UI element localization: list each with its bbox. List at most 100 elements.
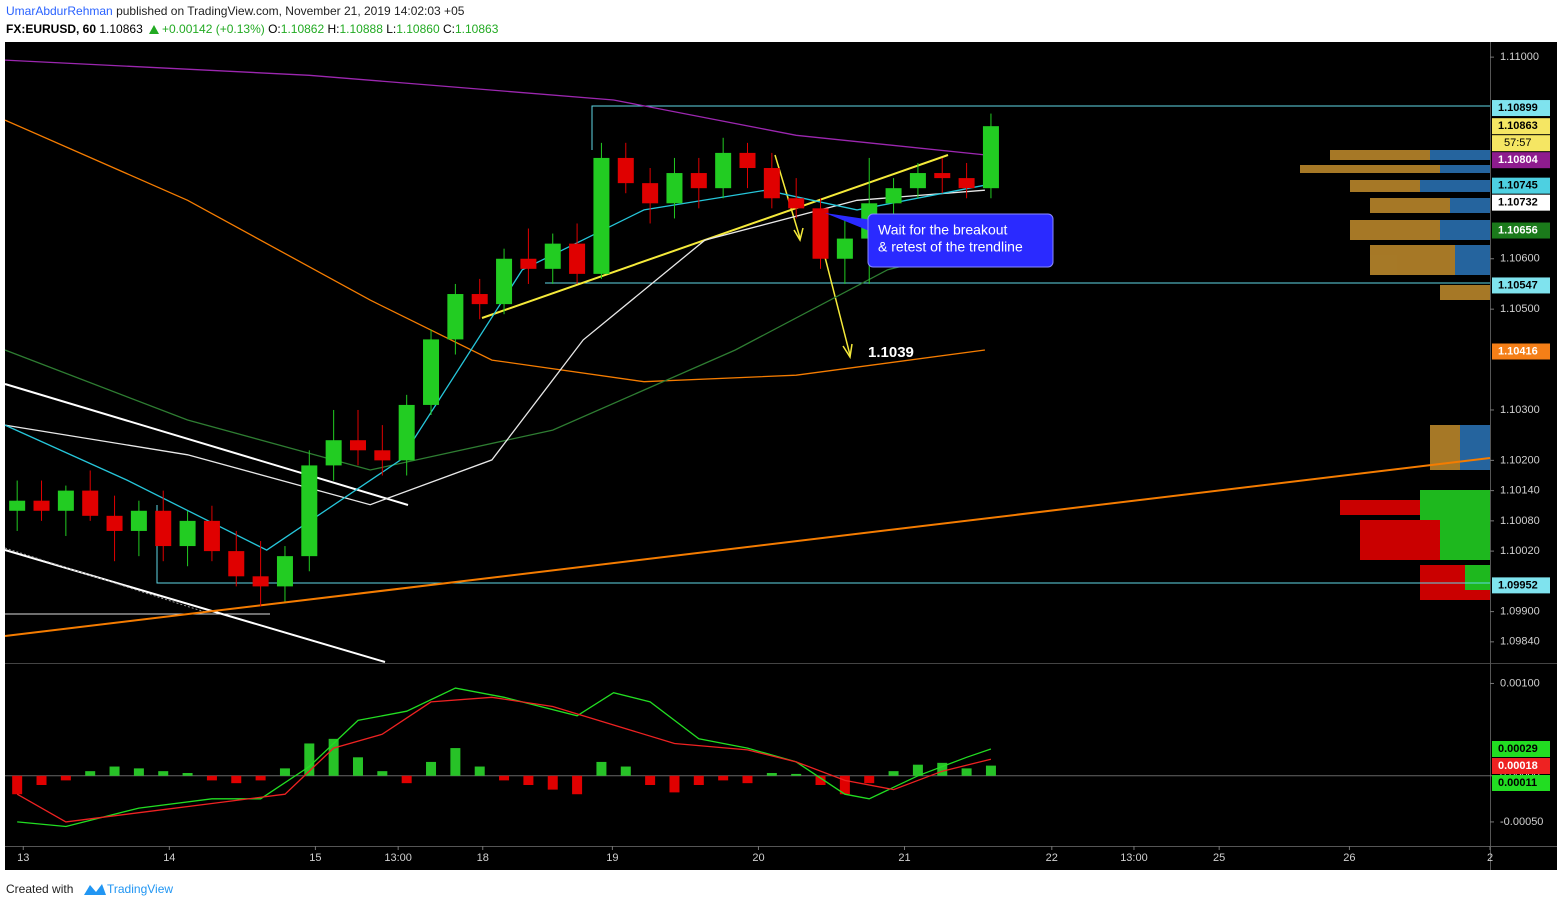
candle-body: [982, 126, 999, 189]
histogram-bar: [620, 766, 631, 776]
y-tick-label: 1.10080: [1500, 515, 1540, 527]
x-tick-label: 19: [606, 852, 618, 864]
candle-body: [228, 551, 245, 577]
symbol: FX:EURUSD, 60: [6, 22, 96, 36]
price-label: 1.09952: [1498, 579, 1538, 591]
logo: [84, 884, 106, 895]
x-tick-label: 22: [1046, 852, 1058, 864]
candle-body: [569, 243, 586, 274]
histogram-bar: [158, 771, 169, 776]
histogram-bar: [499, 775, 510, 781]
price-label: 1.10732: [1498, 197, 1538, 209]
histogram-bar: [182, 773, 193, 776]
long-trendline: [4, 457, 1491, 637]
histogram-bar: [815, 775, 826, 785]
up-arrow: [149, 25, 159, 34]
footer-text: Created with: [6, 882, 73, 896]
price-label-bg: [1492, 100, 1550, 117]
histogram-bar: [36, 775, 47, 785]
candle-body: [325, 440, 342, 466]
histogram-bar: [474, 766, 485, 776]
candle-body: [203, 520, 220, 552]
candle-body: [301, 465, 318, 557]
candle-body: [617, 157, 634, 184]
x-tick-label: 13: [17, 852, 29, 864]
h-label: H:: [328, 22, 340, 36]
arrow-head: [793, 227, 804, 242]
callout-pointer: [825, 213, 872, 232]
candle-body: [544, 243, 561, 269]
histogram-bar: [791, 773, 802, 776]
y-tick-label: 1.10500: [1500, 303, 1540, 315]
price-label-bg: [1492, 758, 1550, 774]
histogram-bar: [426, 761, 437, 776]
callout: [867, 213, 1054, 268]
candle-body: [130, 510, 147, 531]
y-tick-label: 0.00100: [1500, 677, 1540, 689]
x-tick-label: 20: [752, 852, 764, 864]
price-label: 1.10863: [1498, 120, 1538, 132]
x-tick-label: 21: [898, 852, 910, 864]
footer-brand[interactable]: TradingView: [107, 882, 173, 896]
price-label: 1.10899: [1498, 102, 1538, 114]
y-tick-label: 1.10300: [1500, 404, 1540, 416]
candle-body: [276, 556, 293, 587]
marks: 1.11000 1.10600 1.10500 1.10300 1.10200 1.101…: [4, 51, 1550, 864]
histogram-bar: [352, 757, 363, 776]
price-label: 0.00018: [1498, 760, 1538, 772]
candle-body: [642, 183, 659, 204]
x-tick-label: 13:00: [1120, 852, 1148, 864]
y-tick-label: 1.10140: [1500, 485, 1540, 497]
price-label-bg: [1492, 277, 1550, 294]
candle-body: [666, 173, 683, 204]
candle-body: [33, 500, 50, 511]
indicator-line: [17, 687, 992, 828]
y-tick-label: 1.10020: [1500, 545, 1540, 557]
y-tick-label: 1.09900: [1500, 605, 1540, 617]
price-label-bg: [1492, 194, 1550, 211]
target-label: 1.1039: [868, 344, 914, 361]
x-tick-label: 26: [1343, 852, 1355, 864]
histogram-bar: [547, 775, 558, 790]
callout-text: Wait for the breakout: [878, 222, 1008, 238]
histogram-bar: [888, 771, 899, 776]
c-value: 1.10863: [455, 22, 499, 36]
price-label: 0.00011: [1498, 777, 1537, 789]
indicator-line: [4, 189, 985, 506]
price-label-bg: [1492, 222, 1550, 239]
candle-body: [9, 500, 26, 511]
h-value: 1.10888: [340, 22, 384, 36]
candle-body: [715, 152, 732, 189]
histogram-bar: [12, 775, 23, 795]
x-tick-label: 14: [163, 852, 175, 864]
histogram-bar: [328, 738, 339, 776]
o-value: 1.10862: [281, 22, 325, 36]
histogram-bar: [961, 768, 972, 776]
l-value: 1.10860: [396, 22, 440, 36]
histogram-bar: [304, 743, 315, 776]
histogram-bar: [645, 775, 656, 785]
range-box-top: [591, 105, 1490, 150]
candle-body: [739, 152, 756, 169]
histogram-bar: [937, 762, 948, 776]
histogram-bar: [766, 773, 777, 776]
candle-body: [909, 173, 926, 189]
price-label-bg: [1492, 177, 1550, 194]
indicator-line: [4, 184, 986, 551]
price-label-bg: [1492, 741, 1550, 757]
change: +0.00142 (+0.13%): [162, 22, 265, 36]
histogram-bar: [693, 775, 704, 785]
candle-body: [496, 258, 513, 305]
histogram-bar: [377, 771, 388, 776]
x-tick-label: 15: [309, 852, 321, 864]
author[interactable]: UmarAbdurRehman: [6, 4, 113, 18]
histogram-bar: [912, 764, 923, 776]
candle-body: [106, 515, 123, 531]
candle-body: [812, 208, 829, 259]
histogram-bar: [572, 775, 583, 795]
histogram-bar: [60, 775, 71, 781]
channel-bottom: [4, 549, 386, 663]
indicator-line: [4, 119, 985, 383]
histogram-bar: [742, 775, 753, 784]
